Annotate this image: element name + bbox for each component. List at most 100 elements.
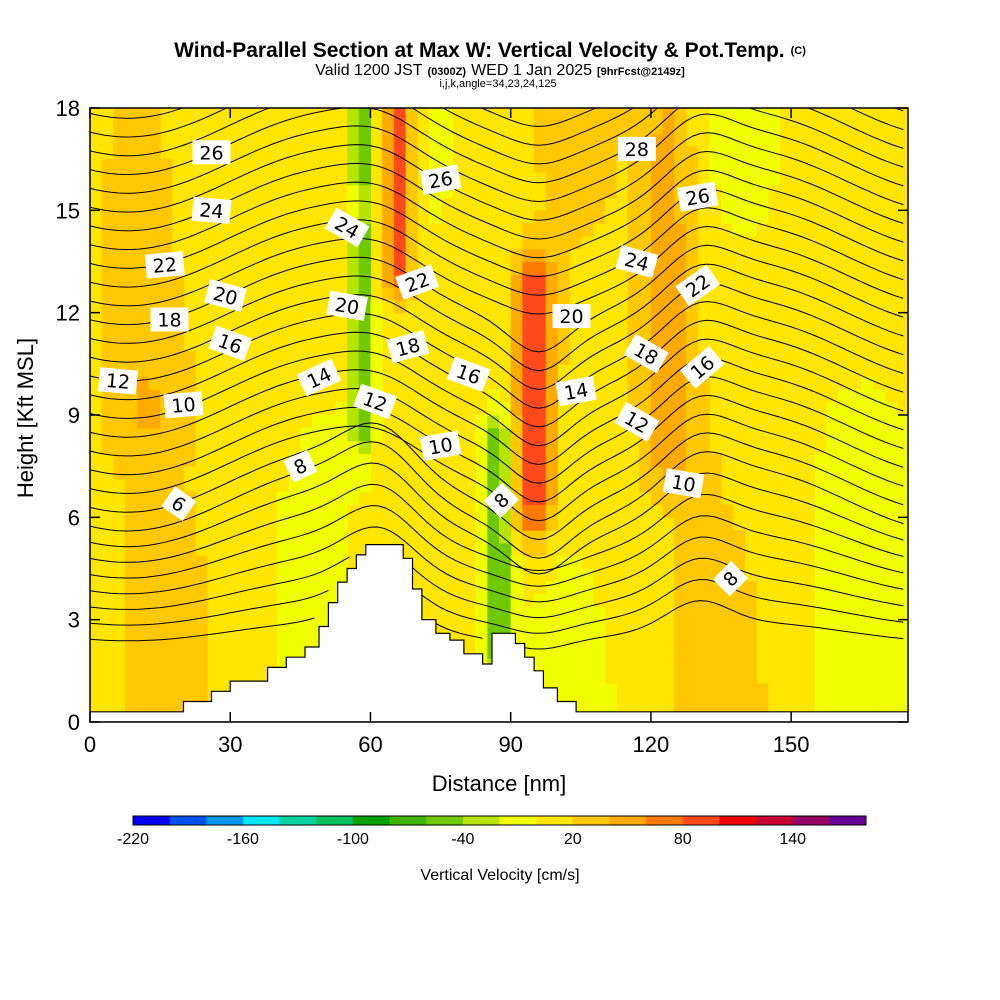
velocity-cell (872, 606, 886, 621)
velocity-cell (300, 632, 313, 646)
velocity-cell (756, 133, 769, 147)
velocity-cell (685, 440, 699, 454)
velocity-cell (335, 466, 348, 480)
velocity-cell (101, 325, 114, 339)
velocity-cell (499, 427, 512, 442)
velocity-cell (522, 389, 535, 403)
velocity-cell (160, 696, 173, 710)
velocity-cell (148, 171, 161, 186)
velocity-cell (312, 517, 325, 531)
velocity-cell (534, 504, 547, 518)
theta-contour-line (90, 319, 904, 428)
velocity-cell (721, 683, 734, 698)
velocity-cell (510, 568, 523, 582)
velocity-cell (861, 415, 874, 429)
velocity-cell (522, 440, 535, 454)
velocity-cell (861, 453, 874, 467)
velocity-cell (872, 670, 886, 685)
velocity-cell (580, 133, 594, 147)
velocity-cell (837, 466, 851, 480)
velocity-cell (709, 133, 722, 147)
velocity-cell (487, 453, 500, 467)
velocity-cell (756, 146, 769, 160)
velocity-cell (639, 235, 652, 250)
velocity-cell (136, 619, 150, 634)
velocity-cell (347, 184, 360, 199)
velocity-cell (580, 171, 594, 186)
velocity-cell (685, 159, 699, 173)
velocity-cell (499, 466, 512, 480)
contour-label-text: 20 (333, 294, 361, 320)
velocity-cell (300, 542, 313, 557)
velocity-cell (136, 235, 150, 250)
velocity-cell (697, 517, 710, 531)
velocity-cell (487, 427, 500, 442)
velocity-cell (849, 696, 862, 710)
velocity-cell (475, 632, 488, 646)
velocity-cell (545, 184, 559, 199)
chart-title: Wind-Parallel Section at Max W: Vertical… (174, 39, 806, 62)
velocity-cell (312, 594, 325, 608)
velocity-cell (884, 542, 897, 557)
velocity-cell (721, 197, 734, 211)
velocity-cell (160, 606, 173, 621)
velocity-cell (650, 478, 664, 493)
velocity-cell (171, 274, 185, 288)
velocity-cell (884, 568, 897, 582)
velocity-cell (884, 581, 897, 595)
velocity-cell (662, 120, 675, 135)
velocity-cell (101, 274, 114, 288)
velocity-cell (148, 466, 161, 480)
velocity-cell (195, 555, 208, 570)
velocity-cell (323, 466, 336, 480)
velocity-cell (148, 670, 161, 685)
velocity-cell (125, 581, 138, 595)
theta-contour-line (90, 108, 904, 146)
velocity-cell (814, 645, 827, 659)
velocity-cell (896, 670, 908, 685)
velocity-cell (160, 453, 173, 467)
velocity-cell (522, 491, 535, 506)
velocity-cell (358, 325, 372, 339)
contour-label-text: 26 (427, 168, 455, 194)
velocity-cell (136, 478, 150, 493)
velocity-cell (744, 594, 757, 608)
velocity-cell (347, 261, 360, 275)
velocity-cell (662, 287, 675, 301)
velocity-cell (171, 466, 185, 480)
velocity-cell (721, 120, 734, 135)
velocity-cell (136, 530, 150, 544)
velocity-cell (136, 197, 150, 211)
velocity-cell (627, 171, 640, 186)
theta-contour-label: 6 (161, 486, 197, 521)
velocity-cell (347, 108, 360, 122)
velocity-cell (557, 108, 570, 122)
velocity-cell (183, 376, 196, 391)
velocity-cell (510, 274, 523, 288)
velocity-cell (288, 491, 301, 506)
velocity-cell (650, 223, 664, 237)
velocity-cell (756, 197, 769, 211)
colorbar-swatch (572, 816, 610, 825)
velocity-cell (849, 645, 862, 659)
velocity-cell (487, 619, 500, 634)
velocity-cell (382, 108, 395, 122)
velocity-cell (370, 376, 383, 391)
velocity-cell (101, 197, 114, 211)
velocity-cell (674, 171, 687, 186)
velocity-cell (534, 606, 547, 621)
velocity-cell (510, 351, 523, 365)
velocity-cell (849, 453, 862, 467)
velocity-cell (557, 120, 570, 135)
velocity-cell (569, 235, 582, 250)
velocity-cell (487, 415, 500, 429)
velocity-cell (896, 491, 908, 506)
velocity-cell (685, 555, 699, 570)
velocity-cell (884, 466, 897, 480)
velocity-cell (312, 491, 325, 506)
velocity-cell (160, 171, 173, 186)
velocity-cell (709, 491, 722, 506)
velocity-cell (545, 171, 559, 186)
velocity-cell (440, 146, 453, 160)
